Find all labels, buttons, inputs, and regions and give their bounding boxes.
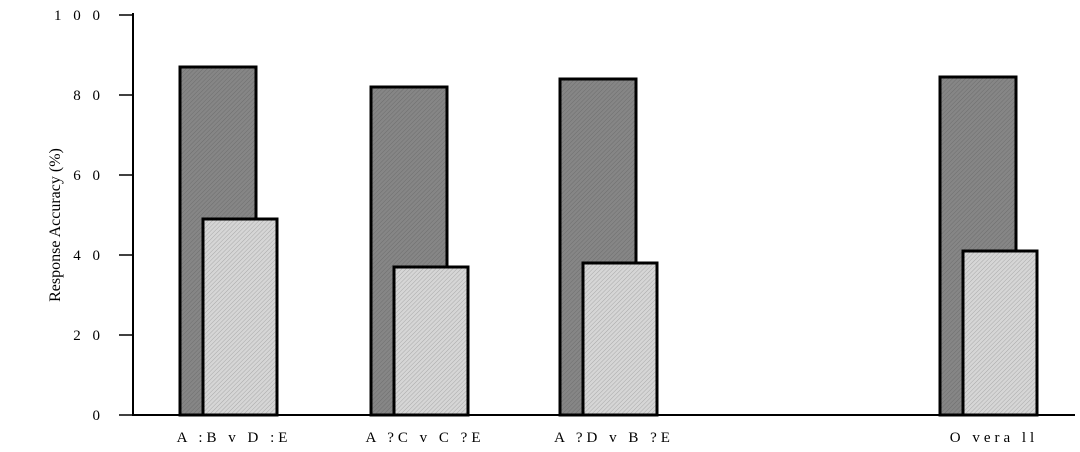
- x-category-label-2: A ?D v B ?E: [554, 430, 674, 446]
- y-axis-title: Response Accuracy (%): [47, 148, 64, 302]
- bar-series2-1: [201, 217, 279, 417]
- bar-series2-2: [392, 265, 470, 417]
- x-category-label-3: O vera ll: [950, 430, 1038, 446]
- x-category-label-0: A :B v D :E: [177, 430, 292, 446]
- x-category-label-1: A ?C v C ?E: [366, 430, 485, 446]
- bar-series2-4: [961, 249, 1039, 417]
- bars-group: [178, 65, 1039, 417]
- y-tick-label-2: 4 0: [73, 248, 104, 264]
- bar-series2-3: [581, 261, 659, 417]
- axes-group: [119, 13, 1075, 416]
- y-tick-label-1: 2 0: [73, 328, 104, 344]
- y-tick-label-4: 8 0: [73, 88, 104, 104]
- y-tick-label-0: 0: [93, 408, 105, 424]
- labels-group: 0 2 0 4 0 6 0 8 0 1 0 0 A :B v D :E A ?C v C ?E…: [47, 8, 1038, 446]
- y-tick-label-5: 1 0 0: [54, 8, 104, 24]
- y-tick-label-3: 6 0: [73, 168, 104, 184]
